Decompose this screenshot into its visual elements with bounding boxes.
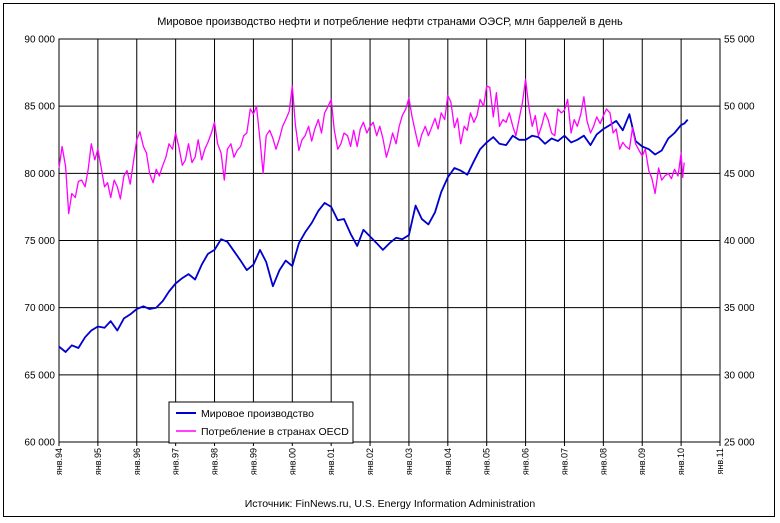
legend-box (168, 401, 354, 444)
x-tick-label: янв.99 (248, 448, 258, 475)
y-left-tick-label: 80 000 (24, 169, 55, 180)
x-tick-label: янв.04 (443, 448, 453, 475)
legend: Мировое производство Потребление в стран… (168, 401, 354, 444)
x-tick-label: янв.09 (637, 448, 647, 475)
x-tick-label: янв.07 (559, 448, 569, 475)
y-right-tick-label: 40 000 (724, 236, 755, 247)
x-tick-label: янв.08 (598, 448, 608, 475)
y-right-tick-label: 30 000 (724, 370, 755, 381)
y-left-tick-label: 65 000 (24, 370, 55, 381)
x-tick-label: янв.05 (482, 448, 492, 475)
y-right-tick-label: 55 000 (724, 35, 755, 46)
y-right-tick-label: 45 000 (724, 169, 755, 180)
y-right-tick-label: 25 000 (724, 438, 755, 449)
x-tick-label: янв.94 (54, 448, 64, 475)
chart-svg: Мировое производство нефти и потребление… (24, 16, 755, 510)
chart-frame: Мировое производство нефти и потребление… (3, 3, 775, 517)
y-left-tick-label: 75 000 (24, 236, 55, 247)
x-tick-label: янв.10 (676, 448, 686, 475)
x-tick-label: янв.11 (715, 448, 725, 474)
chart-title: Мировое производство нефти и потребление… (157, 16, 623, 28)
y-left-tick-label: 90 000 (24, 35, 55, 46)
legend-label-consumption: Потребление в странах OECD (201, 426, 349, 438)
y-left-tick-label: 70 000 (24, 303, 55, 314)
x-tick-label: янв.97 (171, 448, 181, 475)
x-tick-label: янв.03 (404, 448, 414, 475)
y-left-tick-label: 85 000 (24, 102, 55, 113)
x-tick-label: янв.06 (521, 448, 531, 475)
chart-source: Источник: FinNews.ru, U.S. Energy Inform… (245, 498, 536, 510)
x-tick-label: янв.98 (210, 448, 220, 475)
x-tick-label: янв.01 (326, 448, 336, 475)
x-tick-label: янв.00 (287, 448, 297, 475)
plot-border (58, 38, 721, 443)
plot-area: 90 000 85 000 80 000 75 000 70 000 65 000 60 0… (24, 35, 755, 476)
series-line-consumption (58, 78, 685, 215)
x-tick-label: янв.96 (132, 448, 142, 475)
x-tick-label: янв.95 (93, 448, 103, 475)
legend-label-production: Мировое производство (201, 408, 314, 420)
y-left-tick-label: 60 000 (24, 438, 55, 449)
y-right-tick-label: 50 000 (724, 102, 755, 113)
y-right-tick-label: 35 000 (724, 303, 755, 314)
x-tick-label: янв.02 (365, 448, 375, 475)
series-line-production (58, 113, 689, 353)
